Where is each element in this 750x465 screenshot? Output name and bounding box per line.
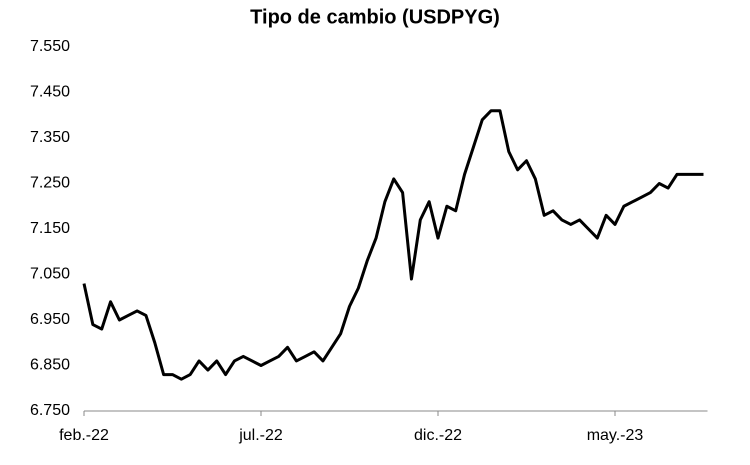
x-tick-label: dic.-22 [414, 427, 462, 444]
line-series [82, 109, 704, 381]
y-tick-label: 7.450 [30, 84, 70, 101]
y-tick-label: 7.250 [30, 175, 70, 192]
x-tick-label: jul.-22 [238, 427, 283, 444]
y-tick-label: 7.150 [30, 220, 70, 237]
x-tick-label: may.-23 [587, 427, 644, 444]
y-tick-label: 7.550 [30, 38, 70, 55]
y-tick-label: 6.950 [30, 311, 70, 328]
chart-title: Tipo de cambio (USDPYG) [250, 6, 500, 28]
y-tick-label: 7.050 [30, 266, 70, 283]
x-tick-label: feb.-22 [59, 427, 109, 444]
y-tick-label: 6.750 [30, 402, 70, 419]
y-tick-label: 6.850 [30, 357, 70, 374]
y-tick-label: 7.350 [30, 129, 70, 146]
